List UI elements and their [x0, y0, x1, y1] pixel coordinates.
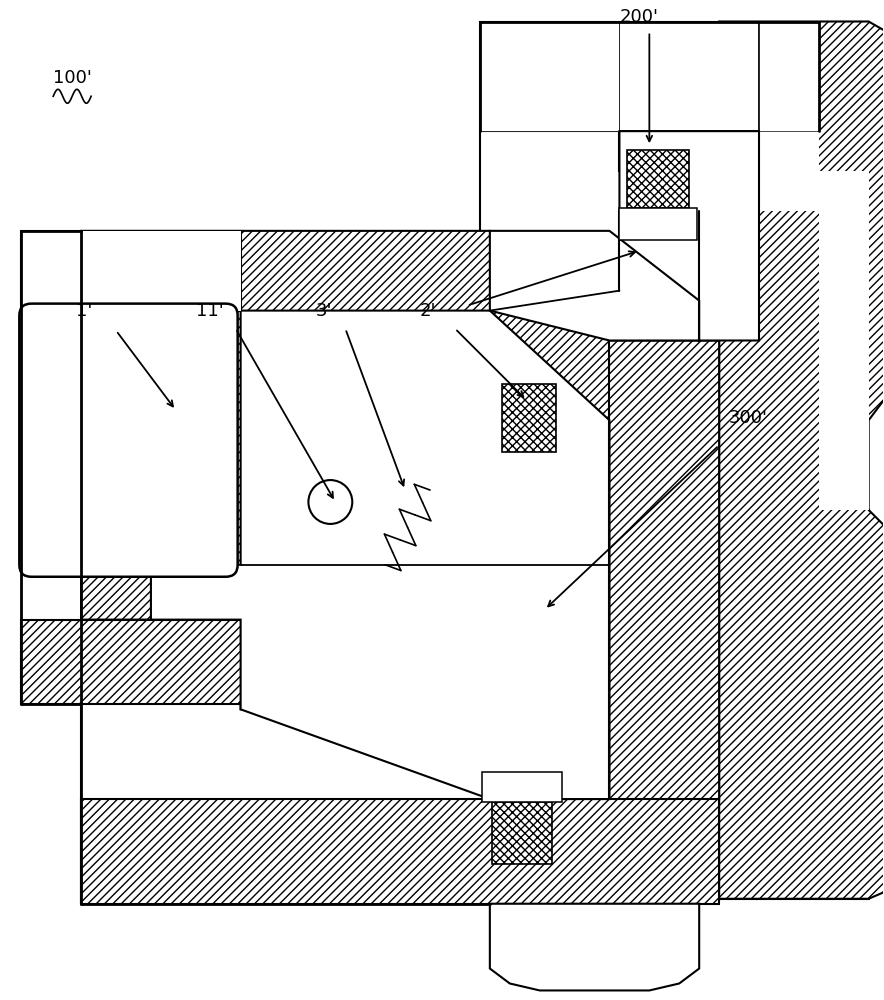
Polygon shape	[81, 231, 719, 799]
Polygon shape	[151, 311, 609, 799]
Polygon shape	[719, 22, 884, 899]
Text: 3': 3'	[316, 302, 332, 320]
Polygon shape	[628, 150, 690, 208]
Polygon shape	[502, 384, 556, 452]
Polygon shape	[482, 772, 561, 802]
Polygon shape	[869, 171, 884, 899]
Polygon shape	[492, 802, 552, 864]
Polygon shape	[759, 22, 819, 131]
Polygon shape	[869, 171, 884, 899]
Polygon shape	[620, 22, 759, 131]
Polygon shape	[21, 231, 240, 311]
Text: 300': 300'	[729, 409, 768, 427]
FancyBboxPatch shape	[19, 304, 238, 577]
Circle shape	[309, 480, 353, 524]
Polygon shape	[759, 22, 869, 510]
Text: 200': 200'	[620, 8, 659, 26]
Polygon shape	[620, 208, 697, 240]
Text: 11': 11'	[195, 302, 224, 320]
Polygon shape	[480, 22, 869, 211]
Polygon shape	[490, 904, 699, 990]
Text: 1': 1'	[76, 302, 93, 320]
Polygon shape	[719, 171, 869, 899]
Text: 100': 100'	[53, 69, 92, 87]
Polygon shape	[490, 231, 699, 341]
Polygon shape	[21, 620, 240, 704]
Text: 2': 2'	[420, 302, 437, 320]
Polygon shape	[480, 22, 620, 131]
Polygon shape	[21, 231, 240, 311]
Polygon shape	[81, 799, 719, 904]
Polygon shape	[620, 131, 759, 341]
